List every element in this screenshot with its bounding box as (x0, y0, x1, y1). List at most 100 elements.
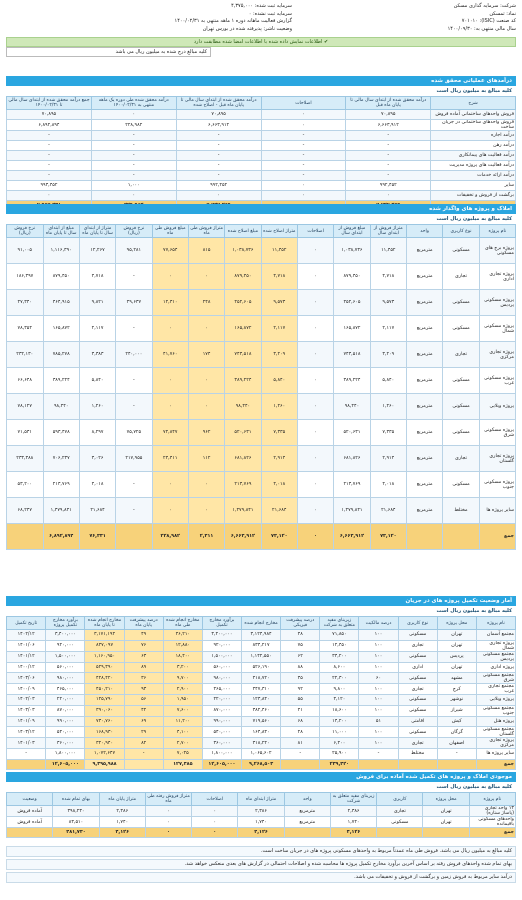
table-cell: ۵۶۰,۰۰۰ (45, 661, 86, 673)
data-table: نام پروژه نوع کاربری واحد متراژ فروش از ابت… (6, 224, 517, 550)
table-cell: ۲۴۸ (187, 289, 226, 316)
table-cell: ۰ (296, 341, 335, 368)
table-cell: ۸۲ (123, 737, 164, 749)
table-cell: ۲۳۹,۴۲۰ (319, 758, 360, 770)
table-cell: ۱,۰۳۸,۷۳۶ (224, 237, 262, 264)
table-cell: ۴۶۵,۰۰۰ (201, 683, 243, 695)
table-cell: - (345, 160, 432, 171)
table-cell: ۴۴۷,۳۱۰ (241, 683, 282, 695)
table-cell: ۶,۶۶۳,۹۱۲ (333, 523, 371, 550)
table-cell (422, 827, 470, 838)
column-header: اصلاحات (260, 96, 347, 110)
table-cell (442, 523, 480, 550)
table-cell: ۸۴۷,۰۹۷ (84, 639, 125, 652)
table-cell: ۲۲۸,۹۸۲ (90, 119, 177, 131)
table-cell: ۳۸۹,۲۲۴ (224, 367, 262, 394)
table-row: پروژه ویلایی مسکونی مترمربع ۱,۲۶۰ ۹۸,۴۴۰ ۰ ۱,۲… (6, 393, 517, 420)
table-cell: ۶,۶۶۳,۹۱۲ (224, 523, 262, 550)
table-cell: ۳۱۸,۲۴۰ (241, 737, 282, 749)
table-cell: ۰ (90, 109, 177, 120)
table-cell: ۱,۷۴۰ (329, 816, 378, 828)
table-cell: ۰ (345, 190, 432, 201)
table-cell: مسکونی (397, 650, 438, 663)
table-cell: - (358, 748, 399, 760)
table-cell: ۱۴۰۳/۰۶ (5, 672, 47, 684)
table-cell: ۱۶۵,۸۷۲ (42, 315, 80, 342)
table-cell: ۲۲۰,۰۰۰ (45, 694, 86, 706)
table-cell (405, 523, 444, 550)
table-cell: مجتمع آسمان (475, 629, 517, 641)
table-cell: مترمربع (405, 367, 444, 394)
company: شرکت: سرمایه گذاری مسکن (453, 3, 516, 9)
table-cell: ۵۶۰,۰۰۰ (201, 661, 243, 673)
table-wrap: شرح درآمد محقق شده از ابتدای سال مالی تا … (6, 96, 516, 211)
table-cell: ۷۶,۴۳۱ (78, 523, 117, 550)
table-cell (358, 758, 399, 770)
table-cell: - (175, 170, 262, 181)
table-cell: مسکونی (442, 289, 480, 316)
table-cell: مسکونی (442, 315, 480, 342)
table-cell: ۹۶۲ (187, 419, 226, 446)
data-table: شرح درآمد محقق شده از ابتدای سال مالی تا … (6, 96, 516, 211)
table-cell: تهران (436, 629, 477, 641)
capital-unreg: سرمایه ثبت نشده: ۰ (248, 10, 292, 17)
table-cell (123, 758, 164, 770)
table-row: پروژه تجاری شمال تهران تجاری ۱۰۰ ۱۲,۴۵۰ ۷۵ ۸۳۴… (5, 639, 517, 652)
table-cell: ۸۹ (123, 661, 164, 673)
table-cell (397, 758, 438, 770)
table-cell: ۱۶۵,۸۷۲ (333, 315, 371, 342)
table-cell: پروژه تجاری شمال (475, 639, 517, 652)
table-cell: شیراز (436, 704, 477, 717)
table-cell: ۴۲۸,۴۲۰ (84, 672, 125, 684)
table-cell: ۱۴۰۲/۰۳ (5, 694, 47, 706)
table-cell: ۰ (187, 367, 226, 394)
table-cell: ۲,۷۰۰ (162, 737, 203, 749)
table-cell: ۱۰۰ (358, 650, 399, 663)
table-cell: ۱۰۰ (358, 661, 399, 673)
table-cell: ۸,۲۹۷ (78, 419, 117, 446)
table-cell: تجاری (397, 683, 438, 695)
table-cell: پروژه تجاری مرکزی (478, 341, 517, 368)
table-cell: ۱۴۰۰/۱۲ (5, 661, 47, 673)
table-cell: تجاری (442, 263, 480, 290)
table-cell (5, 827, 54, 838)
table-cell: - (115, 393, 153, 420)
table-cell: ۴,۷۱۸ (78, 263, 117, 290)
column-header: متراژ فروش طی ماه (187, 224, 226, 238)
table-cell: ۰ (151, 393, 189, 420)
table-cell: اداری (397, 661, 438, 673)
table-cell: ۴,۱۲۶ (329, 827, 378, 838)
table-cell: درآمد اجاره (430, 130, 516, 141)
table-cell: ۵,۸۴۰ (260, 367, 298, 394)
table-cell: مجتمع تجاری غرب (475, 683, 517, 695)
table-row: پروژه مسکونی غرب مسکونی مترمربع ۵,۸۴۰ ۳۸۹,۲۲… (6, 367, 517, 394)
table-cell: ۴,۱۰۰ (162, 726, 203, 738)
table-cell: ۶۸,۲۴۷ (6, 497, 44, 524)
table-cell: ۵,۸۴۰ (369, 367, 407, 394)
table-cell: پردیس (436, 650, 477, 663)
table-cell: ۹۹۳,۴۵۲ (6, 180, 92, 191)
table-wrap: نام پروژه محل پروژه کاربری زیربنای مفید متع… (5, 792, 517, 838)
column-header: محل پروژه (422, 792, 470, 806)
column-header: کاربری (376, 792, 424, 806)
table-cell: ۲۸ (280, 726, 321, 738)
table-cell: ۲۱,۶۸۴ (78, 497, 117, 524)
table-cell: - (260, 150, 347, 161)
table-cell: مترمربع (405, 237, 444, 264)
column-header: متراژ فروش رفته طی ماه (144, 792, 193, 806)
table-cell: ۲,۳۸۶ (237, 805, 285, 817)
table-cell: ۳۶۰,۰۰۰ (201, 737, 243, 749)
table-cell: ۰ (144, 805, 193, 817)
table-cell: ۱۲,۴۵۰ (319, 639, 360, 652)
table-cell: ۷۷,۶۵۴ (151, 237, 189, 264)
table-cell: ۰ (151, 497, 189, 524)
table-cell: - (175, 140, 262, 151)
table-cell: ۱,۴۷۹,۸۴۱ (42, 497, 80, 524)
table-cell: ۳,۱۷۱,۱۹۴ (84, 629, 125, 641)
table-cell: ۱۱,۰۰۰ (319, 726, 360, 738)
table-cell: ۹,۳۹۵,۹۸۸ (84, 758, 125, 770)
table-row: پروژه برج های مسکونی مسکونی مترمربع ۱۱,۴۵۲ ۱… (6, 237, 517, 264)
table-cell: ۶۲ (280, 650, 321, 663)
table-cell: ۸۷۹,۴۵۰ (42, 263, 80, 290)
